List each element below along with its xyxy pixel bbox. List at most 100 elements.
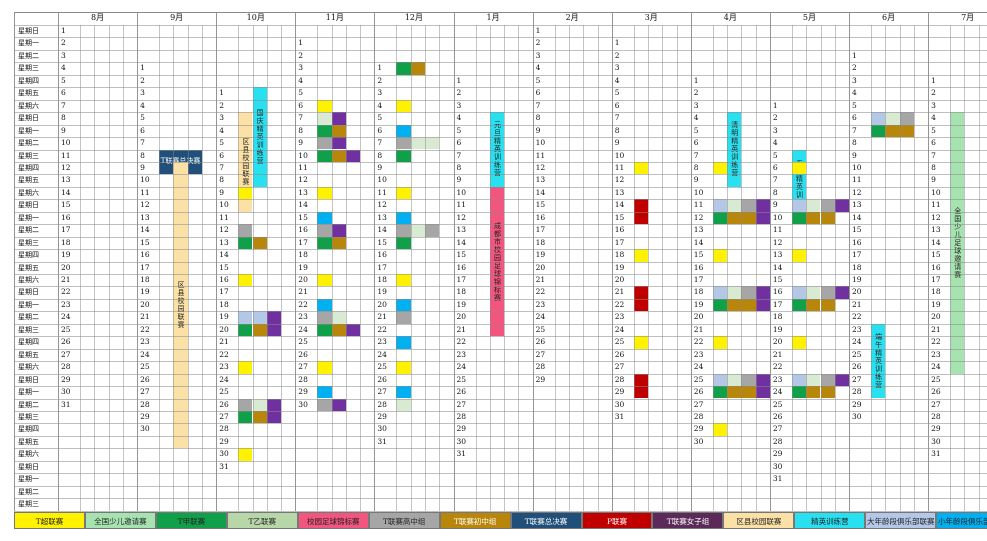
match-chip [238,323,253,337]
grid-row-line [14,510,987,512]
day-number: 30 [61,387,71,397]
grid-col-line [769,12,771,511]
grid-col-line [633,25,635,511]
day-number: 17 [772,299,783,309]
day-number: 9 [535,125,541,135]
day-number: 16 [456,262,467,272]
legend-item: T乙联赛 [226,512,298,529]
day-number: 18 [772,312,783,322]
day-number: 7 [298,113,304,123]
match-chip [820,286,835,299]
day-number: 7 [377,138,383,148]
event-block: 清明精英训练营 [727,112,742,187]
day-number: 22 [61,287,71,297]
match-chip [791,336,807,349]
grid-col-line [453,12,455,511]
event-block-label: 全国少儿足球邀请赛 [953,206,962,279]
day-number: 7 [140,138,145,148]
day-number: 26 [931,387,941,397]
day-number: 1 [772,100,778,110]
grid-col-line [137,12,139,511]
day-number: 30 [377,424,387,434]
grid-row-line [14,99,987,101]
match-chip [317,186,332,200]
grid-col-line [554,25,556,511]
match-chip [791,386,807,399]
day-number: 5 [614,88,620,98]
day-number: 8 [219,175,224,185]
day-number: 6 [219,150,224,160]
day-number: 1 [377,63,383,73]
month-header: 4月 [723,13,737,22]
day-number: 5 [298,88,304,98]
weekday-label: 星期五 [18,89,39,98]
day-number: 14 [298,200,308,210]
match-chip [410,62,425,75]
day-number: 16 [377,250,387,260]
grid-row-line [14,149,987,151]
day-number: 11 [456,200,467,210]
day-number: 15 [298,212,308,222]
match-chip [834,286,849,299]
day-number: 20 [377,299,387,309]
match-chip [252,398,267,411]
legend-item: T甲联赛 [155,512,227,529]
day-number: 31 [772,474,783,484]
match-chip [396,186,411,200]
match-chip [238,398,253,411]
grid-col-line [252,25,254,511]
match-chip [633,211,648,225]
weekday-label: 星期一 [18,126,39,135]
day-number: 26 [614,349,625,359]
weekday-label: 星期六 [18,363,39,372]
grid-col-line [849,12,850,511]
weekday-label: 星期四 [18,76,39,85]
match-chip [741,211,756,225]
day-number: 9 [456,175,462,185]
day-number: 9 [219,187,224,197]
day-number: 15 [852,225,862,235]
match-chip [317,224,332,237]
day-number: 14 [693,237,704,247]
day-number: 26 [219,399,229,409]
day-number: 25 [693,374,704,384]
day-number: 20 [140,299,150,309]
grid-col-line [360,25,362,511]
day-number: 5 [61,75,66,85]
day-number: 22 [614,299,625,309]
day-number: 27 [298,362,308,372]
weekday-label: 星期一 [18,213,39,222]
day-number: 19 [772,324,783,334]
grid-row-line [14,261,987,263]
day-number: 30 [614,399,625,409]
day-number: 24 [852,337,862,347]
match-chip [741,298,756,312]
match-chip [806,386,821,399]
day-number: 14 [852,212,862,222]
day-number: 30 [298,399,308,409]
match-chip [712,386,728,399]
weekday-label: 星期一 [18,388,39,397]
grid-row-line [14,361,987,363]
day-number: 24 [377,349,387,359]
day-number: 9 [614,138,620,148]
day-number: 15 [931,250,941,260]
day-number: 13 [614,187,625,197]
grid-row-line [14,423,987,425]
legend-item-label: 校园足球锦标赛 [306,517,360,526]
day-number: 23 [377,337,387,347]
day-number: 25 [535,324,546,334]
day-number: 23 [535,299,546,309]
day-number: 8 [772,187,778,197]
grid-row-line [14,386,987,388]
legend-item: 区县校园联赛 [723,512,795,529]
day-number: 16 [852,237,862,247]
day-number: 13 [535,175,546,185]
day-number: 12 [614,175,625,185]
match-chip [755,211,770,225]
month-header: 10月 [246,13,265,22]
day-number: 25 [456,374,467,384]
match-chip [791,249,807,262]
day-number: 17 [535,225,546,235]
match-chip [755,199,770,212]
